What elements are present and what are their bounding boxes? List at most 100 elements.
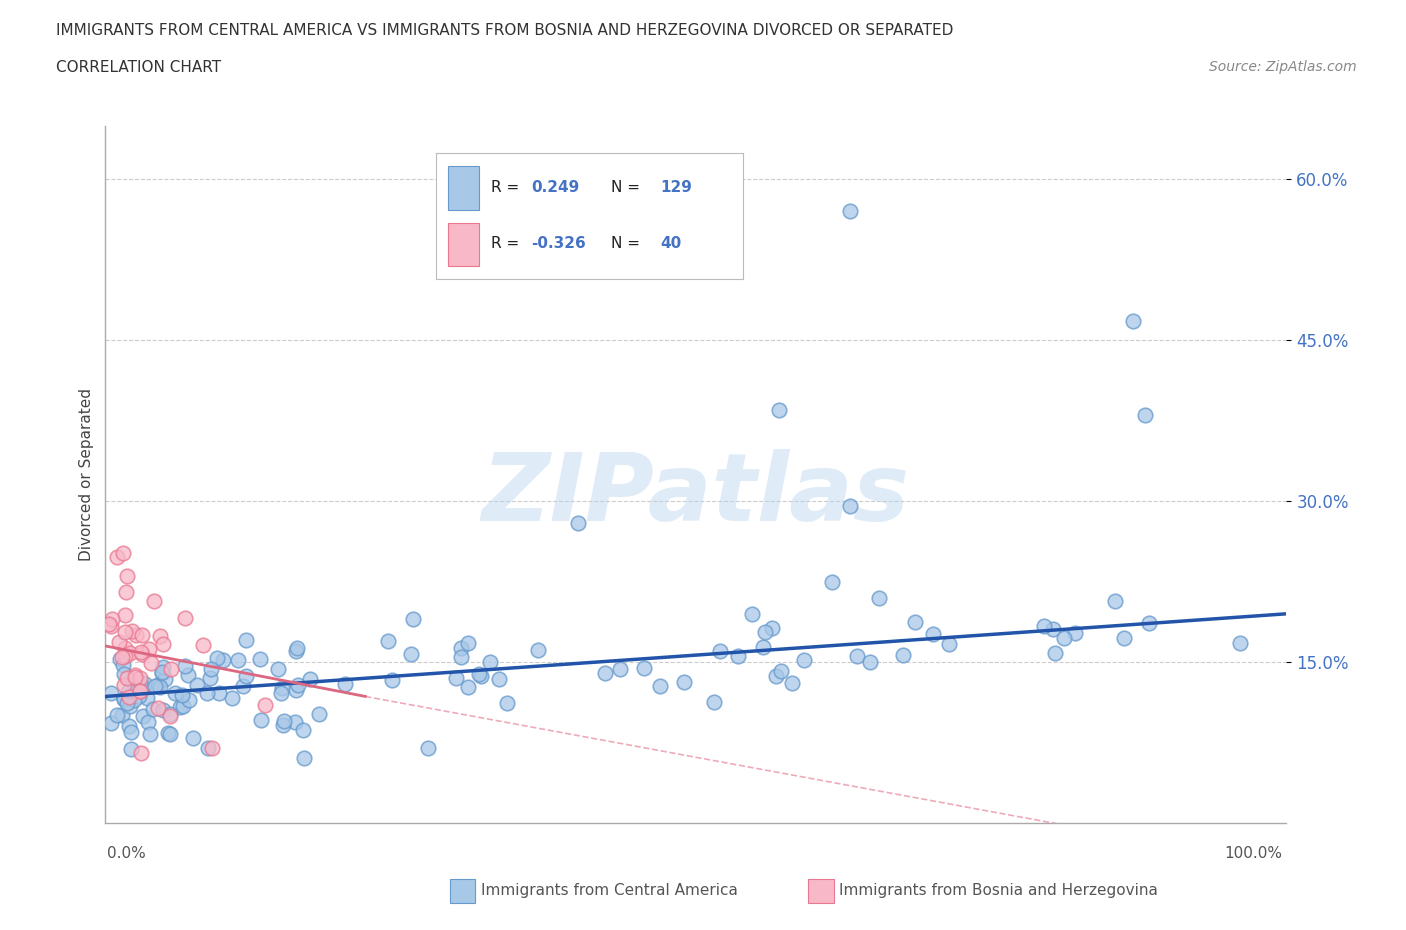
Point (111, 658, 134, 672)
Point (567, 515, 589, 530)
Point (752, 639, 775, 654)
Point (1229, 636, 1251, 651)
Point (142, 593, 165, 608)
Point (868, 591, 890, 605)
Point (179, 693, 201, 708)
Point (205, 650, 228, 665)
Point (270, 685, 292, 700)
Point (271, 717, 294, 732)
Point (333, 676, 356, 691)
Point (1032, 618, 1054, 633)
Point (100, 685, 122, 700)
Point (838, 499, 860, 514)
Point (115, 569, 138, 584)
Point (253, 698, 276, 712)
Point (754, 624, 776, 639)
Point (118, 645, 141, 660)
Text: Immigrants from Central America: Immigrants from Central America (481, 884, 738, 898)
Point (112, 545, 135, 560)
Point (105, 708, 128, 723)
Point (100, 611, 122, 626)
Point (141, 656, 163, 671)
Point (446, 671, 468, 685)
Point (271, 681, 294, 696)
Point (938, 637, 960, 652)
Point (401, 647, 423, 662)
Point (159, 709, 181, 724)
Point (112, 692, 135, 707)
Point (457, 680, 479, 695)
Point (100, 618, 122, 633)
Text: Immigrants from Bosnia and Herzegovina: Immigrants from Bosnia and Herzegovina (839, 884, 1159, 898)
Point (633, 661, 655, 676)
Point (108, 651, 131, 666)
Point (112, 678, 135, 693)
Point (1137, 616, 1160, 631)
Point (198, 671, 221, 685)
Point (709, 644, 731, 658)
Point (377, 633, 399, 648)
Point (114, 625, 136, 640)
Point (208, 685, 231, 700)
Point (160, 662, 183, 677)
Point (150, 666, 173, 681)
Point (149, 629, 172, 644)
Point (152, 703, 174, 718)
Point (129, 644, 152, 659)
Point (468, 667, 491, 682)
Point (100, 716, 122, 731)
Point (402, 612, 425, 627)
Point (381, 672, 404, 687)
Point (741, 606, 763, 621)
Point (172, 687, 194, 702)
Point (609, 662, 631, 677)
Point (821, 575, 844, 590)
Point (595, 666, 617, 681)
Point (114, 641, 136, 656)
Point (235, 632, 257, 647)
Point (128, 689, 150, 704)
Point (131, 647, 153, 662)
Point (143, 679, 166, 694)
Point (273, 713, 295, 728)
Point (496, 696, 519, 711)
Point (118, 719, 141, 734)
Text: Source: ZipAtlas.com: Source: ZipAtlas.com (1209, 60, 1357, 74)
Point (124, 692, 146, 707)
Point (478, 654, 501, 669)
Point (703, 695, 725, 710)
Point (181, 731, 204, 746)
Point (114, 607, 136, 622)
Point (129, 671, 152, 686)
Point (450, 650, 472, 665)
Text: 0.0%: 0.0% (107, 846, 146, 861)
Point (299, 671, 322, 686)
Point (768, 403, 790, 418)
Point (197, 740, 219, 755)
Point (195, 685, 218, 700)
Point (488, 671, 510, 686)
Point (287, 677, 309, 692)
Point (1043, 646, 1066, 661)
Point (159, 726, 181, 741)
Point (112, 692, 135, 707)
Point (149, 680, 172, 695)
Point (118, 683, 141, 698)
Point (1053, 631, 1076, 645)
Point (128, 684, 150, 698)
Point (845, 648, 868, 663)
Point (838, 204, 860, 219)
Point (135, 690, 157, 705)
Point (235, 669, 257, 684)
Point (232, 679, 254, 694)
Point (177, 668, 200, 683)
Point (765, 669, 787, 684)
Point (129, 684, 152, 698)
Point (308, 706, 330, 721)
Point (134, 676, 156, 691)
Text: CORRELATION CHART: CORRELATION CHART (56, 60, 221, 75)
Point (150, 665, 173, 680)
Point (285, 641, 308, 656)
Point (172, 698, 194, 713)
Point (105, 550, 128, 565)
